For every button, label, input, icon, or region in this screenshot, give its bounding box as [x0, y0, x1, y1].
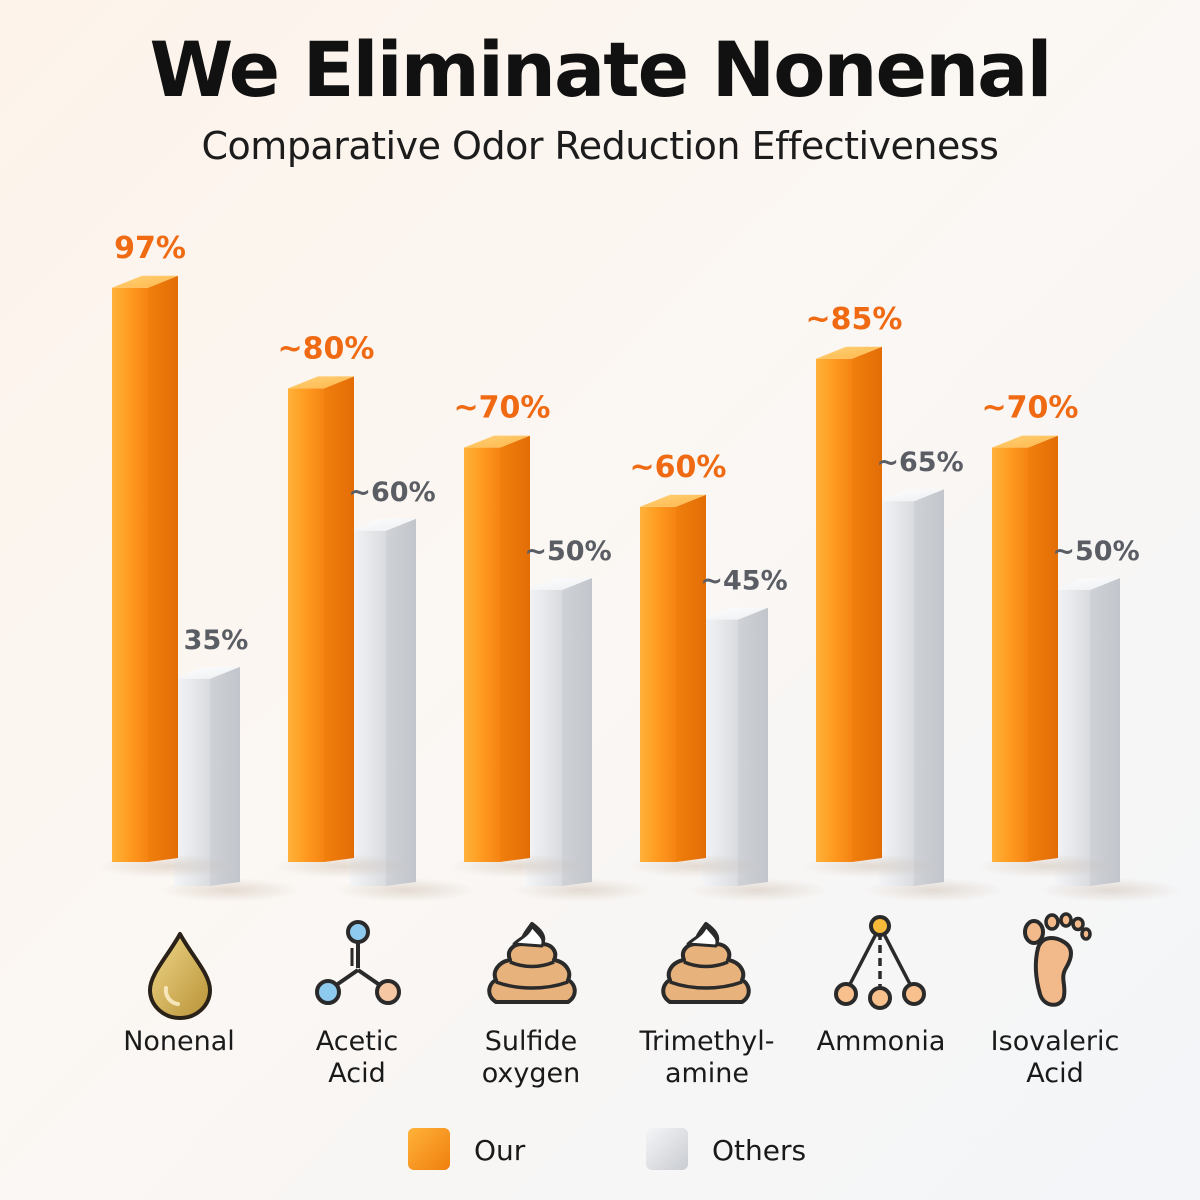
bar-others-ammonia-side: [914, 489, 944, 886]
bar-others-trimethyl-amine-front: [702, 619, 738, 886]
category-label-line: Ammonia: [816, 1026, 946, 1057]
droplet-icon: [148, 932, 212, 1020]
bar-others-ammonia-front: [878, 501, 914, 886]
bar-others-nonenal: [160, 666, 300, 902]
bar-our-ammonia-front: [816, 358, 852, 862]
bar-our-nonenal-front: [112, 287, 148, 862]
category-label-nonenal: Nonenal: [84, 1026, 274, 1058]
bar-our-trimethyl-amine-side: [676, 494, 706, 862]
bar-our-isovaleric-acid-side: [1028, 435, 1058, 862]
bar-our-sulfide-oxygen-front: [464, 447, 500, 862]
bar-others-acetic-acid: [336, 518, 476, 902]
bar-others-sulfide-oxygen-top: [526, 578, 592, 590]
category-label-ammonia: Ammonia: [786, 1026, 976, 1058]
legend-label-our: Our: [474, 1134, 526, 1167]
bar-our-isovaleric-acid-top: [992, 435, 1058, 448]
bar-others-trimethyl-amine: [688, 607, 828, 902]
bar-our-sulfide-oxygen-side: [500, 435, 530, 862]
category-label-line: oxygen: [481, 1058, 581, 1089]
bar-others-acetic-acid-front: [350, 530, 386, 886]
category-label-line: Acetic: [315, 1026, 399, 1057]
bar-our-acetic-acid-front: [288, 388, 324, 862]
data-label-others-sulfide-oxygen: ~50%: [524, 536, 611, 567]
category-label-line: Acid: [328, 1058, 386, 1089]
data-label-our-trimethyl-amine: ~60%: [630, 450, 727, 485]
data-label-others-isovaleric-acid: ~50%: [1052, 536, 1139, 567]
data-label-our-acetic-acid: ~80%: [278, 331, 375, 366]
bar-others-isovaleric-acid-top: [1054, 578, 1120, 590]
bar-others-acetic-acid-side: [386, 518, 416, 886]
bar-others-trimethyl-amine-side: [738, 607, 768, 886]
data-label-others-trimethyl-amine: ~45%: [700, 566, 787, 597]
category-label-line: Trimethyl-: [639, 1026, 775, 1057]
bar-others-isovaleric-acid-side: [1090, 578, 1120, 886]
data-label-others-nonenal: 35%: [184, 625, 249, 656]
legend-label-others: Others: [712, 1134, 807, 1167]
category-label-line: Isovaleric: [990, 1026, 1120, 1057]
bar-our-nonenal: [98, 275, 238, 878]
bar-others-sulfide-oxygen: [512, 578, 652, 902]
data-label-our-nonenal: 97%: [114, 231, 186, 266]
bar-others-isovaleric-acid-front: [1054, 590, 1090, 886]
bar-our-trimethyl-amine-top: [640, 494, 706, 507]
bar-our-ammonia: [802, 346, 942, 878]
data-label-others-acetic-acid: ~60%: [348, 477, 435, 508]
bar-others-ammonia-top: [878, 489, 944, 502]
bar-others-sulfide-oxygen-front: [526, 590, 562, 886]
data-label-our-sulfide-oxygen: ~70%: [454, 391, 551, 426]
bar-our-trimethyl-amine-front: [640, 506, 676, 862]
bar-our-isovaleric-acid-front: [992, 447, 1028, 862]
data-label-others-ammonia: ~65%: [876, 447, 963, 478]
bar-others-sulfide-oxygen-side: [562, 578, 592, 886]
category-label-sulfide-oxygen: Sulfide oxygen: [436, 1026, 626, 1090]
bar-others-ammonia: [864, 489, 1004, 902]
footprint-icon: [1023, 912, 1092, 1007]
bar-our-ammonia-top: [816, 346, 882, 359]
legend-swatch-others: [646, 1128, 688, 1170]
legend-swatch-our: [408, 1128, 450, 1170]
bar-others-nonenal-front: [174, 678, 210, 886]
bar-others-isovaleric-acid: [1040, 578, 1180, 902]
category-label-acetic-acid: Acetic Acid: [262, 1026, 452, 1090]
bar-our-sulfide-oxygen-top: [464, 435, 530, 448]
bar-our-nonenal-top: [112, 275, 178, 288]
data-label-our-ammonia: ~85%: [806, 302, 903, 337]
bar-our-ammonia-side: [852, 346, 882, 862]
bar-our-nonenal-side: [148, 275, 178, 862]
molecule-tree-icon: [834, 915, 926, 1010]
bar-our-isovaleric-acid: [978, 435, 1118, 878]
poop-icon: [487, 922, 577, 1004]
bar-our-sulfide-oxygen: [450, 435, 590, 878]
bar-our-trimethyl-amine: [626, 494, 766, 878]
bar-others-nonenal-top: [174, 666, 240, 679]
molecule-icon: [315, 920, 401, 1005]
bar-our-acetic-acid: [274, 376, 414, 878]
category-label-isovaleric-acid: Isovaleric Acid: [960, 1026, 1150, 1090]
data-label-our-isovaleric-acid: ~70%: [982, 391, 1079, 426]
category-label-line: Sulfide: [484, 1026, 578, 1057]
chart-title: We Eliminate Nonenal: [149, 25, 1052, 114]
category-label-trimethylamine: Trimethyl- amine: [612, 1026, 802, 1090]
category-label-line: amine: [664, 1058, 750, 1089]
bar-our-acetic-acid-top: [288, 376, 354, 389]
bar-others-nonenal-side: [210, 666, 240, 886]
category-label-line: Nonenal: [123, 1026, 235, 1057]
category-label-line: Acid: [1026, 1058, 1084, 1089]
bar-our-acetic-acid-side: [324, 376, 354, 862]
poop-icon: [661, 922, 751, 1004]
bar-others-acetic-acid-top: [350, 518, 416, 531]
bar-others-trimethyl-amine-top: [702, 607, 768, 620]
chart-subtitle: Comparative Odor Reduction Effectiveness: [201, 124, 999, 168]
